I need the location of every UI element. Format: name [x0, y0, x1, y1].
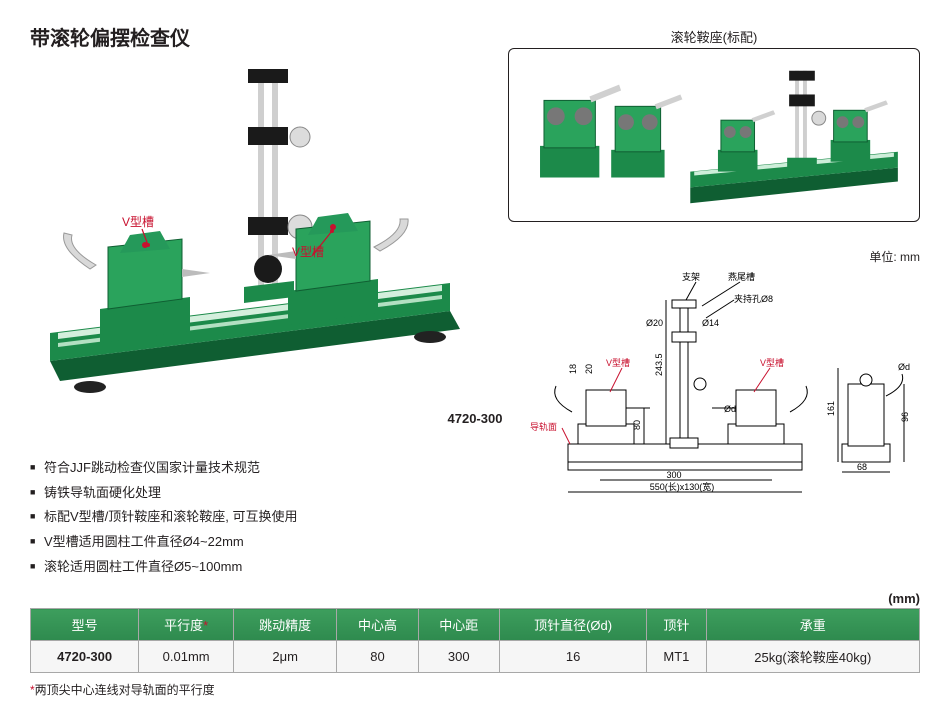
- inset-title: 滚轮鞍座(标配): [671, 27, 758, 46]
- footnote: *两顶尖中心连线对导轨面的平行度: [30, 681, 920, 698]
- svg-text:Ø14: Ø14: [702, 318, 719, 328]
- main-illustration: V型槽 V型槽: [30, 61, 490, 431]
- td: MT1: [647, 641, 706, 673]
- feature-item: 滚轮适用圆柱工件直径Ø5~100mm: [30, 555, 920, 580]
- svg-text:80: 80: [632, 420, 642, 430]
- page-title: 带滚轮偏摆检查仪: [30, 22, 920, 51]
- unit-mm: (mm): [30, 591, 920, 606]
- td: 300: [418, 641, 499, 673]
- td: 16: [499, 641, 646, 673]
- svg-text:20: 20: [584, 364, 594, 374]
- svg-text:243.5: 243.5: [654, 353, 664, 376]
- svg-text:支架: 支架: [682, 271, 700, 282]
- unit-label: 单位: mm: [869, 248, 920, 265]
- svg-text:18: 18: [568, 364, 578, 374]
- callout-vslot-1: V型槽: [122, 213, 154, 230]
- th-center-h: 中心高: [337, 609, 418, 641]
- svg-text:96: 96: [900, 412, 910, 422]
- th-model: 型号: [31, 609, 139, 641]
- td: 25kg(滚轮鞍座40kg): [706, 641, 919, 673]
- th-runout: 跳动精度: [234, 609, 337, 641]
- svg-text:161: 161: [826, 401, 836, 416]
- th-tip: 顶针: [647, 609, 706, 641]
- feature-item: 标配V型槽/顶针鞍座和滚轮鞍座, 可互换使用: [30, 505, 920, 530]
- svg-text:Ød: Ød: [898, 362, 910, 372]
- table-row: 4720-300 0.01mm 2μm 80 300 16 MT1 25kg(滚…: [31, 641, 920, 673]
- td: 2μm: [234, 641, 337, 673]
- feature-item: 符合JJF跳动检查仪国家计量技术规范: [30, 456, 920, 481]
- th-load: 承重: [706, 609, 919, 641]
- svg-text:Ø20: Ø20: [646, 318, 663, 328]
- svg-text:夹持孔Ø8: 夹持孔Ø8: [734, 293, 773, 304]
- td: 0.01mm: [139, 641, 234, 673]
- feature-item: 铸铁导轨面硬化处理: [30, 481, 920, 506]
- th-center-d: 中心距: [418, 609, 499, 641]
- spec-table: 型号 平行度* 跳动精度 中心高 中心距 顶针直径(Ød) 顶针 承重 4720…: [30, 608, 920, 673]
- td: 4720-300: [31, 641, 139, 673]
- feature-list: 符合JJF跳动检查仪国家计量技术规范 铸铁导轨面硬化处理 标配V型槽/顶针鞍座和…: [30, 456, 920, 579]
- th-tip-d: 顶针直径(Ød): [499, 609, 646, 641]
- svg-text:导轨面: 导轨面: [530, 421, 557, 432]
- callout-vslot-2: V型槽: [292, 243, 324, 260]
- feature-item: V型槽适用圆柱工件直径Ø4~22mm: [30, 530, 920, 555]
- td: 80: [337, 641, 418, 673]
- svg-text:V型槽: V型槽: [606, 357, 630, 368]
- svg-text:燕尾槽: 燕尾槽: [728, 271, 755, 282]
- svg-text:V型槽: V型槽: [760, 357, 784, 368]
- th-parallel: 平行度*: [139, 609, 234, 641]
- svg-text:Ød: Ød: [724, 404, 736, 414]
